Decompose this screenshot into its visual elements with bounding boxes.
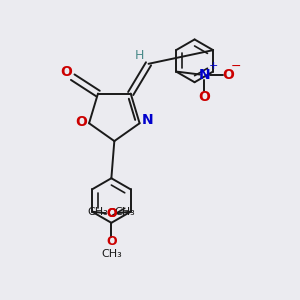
Text: O: O	[106, 207, 117, 220]
Text: −: −	[231, 60, 242, 73]
Text: O: O	[60, 65, 72, 79]
Text: O: O	[75, 115, 87, 129]
Text: CH₃: CH₃	[88, 207, 108, 217]
Text: N: N	[142, 113, 154, 127]
Text: +: +	[208, 61, 218, 70]
Text: O: O	[222, 68, 234, 82]
Text: N: N	[199, 68, 210, 82]
Text: H: H	[135, 49, 144, 62]
Text: O: O	[106, 235, 117, 248]
Text: CH₃: CH₃	[101, 249, 122, 259]
Text: O: O	[198, 90, 210, 104]
Text: CH₃: CH₃	[114, 207, 135, 217]
Text: O: O	[106, 207, 117, 220]
